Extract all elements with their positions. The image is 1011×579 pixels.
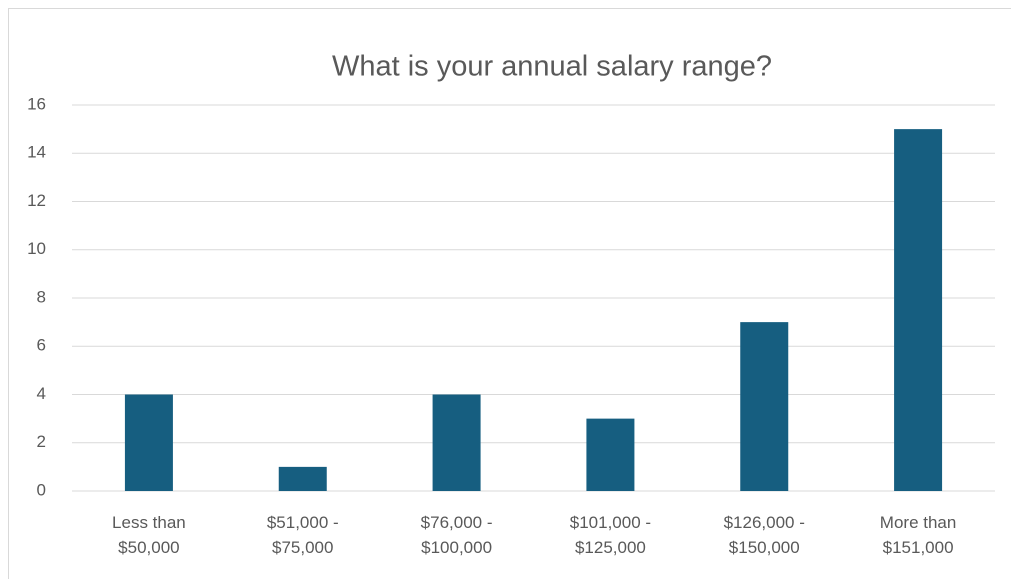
- y-tick-label: 14: [27, 143, 46, 162]
- x-tick-label: More than $151,000: [879, 513, 957, 557]
- x-tick-label: $126,000 - $150,000: [723, 513, 805, 557]
- y-tick-label: 16: [27, 94, 46, 113]
- x-tick-label: $51,000 - $75,000: [266, 513, 339, 557]
- bar: [586, 418, 635, 491]
- y-tick-label: 8: [37, 287, 46, 306]
- x-tick-label: Less than $50,000: [112, 513, 186, 557]
- y-tick-label: 4: [37, 384, 46, 403]
- x-tick-label: $101,000 - $125,000: [569, 513, 652, 557]
- bar: [432, 394, 481, 491]
- chart-title: What is your annual salary range?: [332, 51, 772, 83]
- bar: [278, 466, 327, 491]
- chart-frame: [8, 8, 1011, 579]
- bar: [894, 129, 943, 491]
- y-tick-label: 10: [27, 239, 46, 258]
- x-tick-label: $76,000 - $100,000: [420, 513, 493, 557]
- y-tick-label: 2: [37, 432, 46, 451]
- bar: [740, 322, 789, 491]
- y-tick-label: 0: [37, 480, 46, 499]
- y-tick-label: 6: [37, 336, 46, 355]
- bar: [124, 394, 173, 491]
- y-tick-label: 12: [27, 191, 46, 210]
